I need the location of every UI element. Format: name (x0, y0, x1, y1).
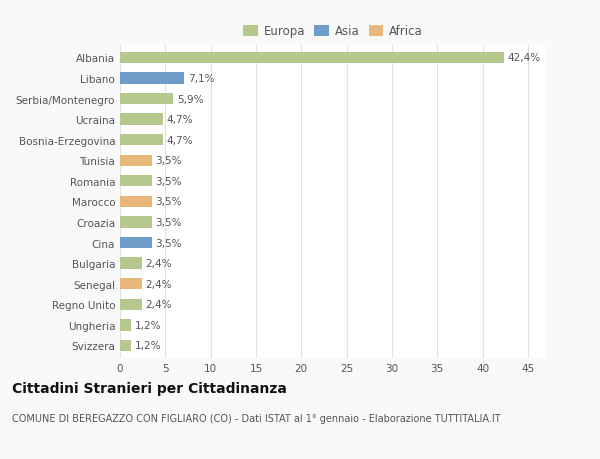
Text: 3,5%: 3,5% (155, 238, 182, 248)
Legend: Europa, Asia, Africa: Europa, Asia, Africa (239, 21, 427, 43)
Bar (120, 94, 173, 105)
Bar (120, 134, 163, 146)
Bar (120, 299, 142, 310)
Text: 3,5%: 3,5% (155, 156, 182, 166)
Bar (120, 176, 152, 187)
Text: 2,4%: 2,4% (145, 300, 172, 310)
Bar (120, 155, 152, 167)
Text: 1,2%: 1,2% (134, 341, 161, 351)
Text: 3,5%: 3,5% (155, 197, 182, 207)
Bar (120, 53, 505, 64)
Text: COMUNE DI BEREGAZZO CON FIGLIARO (CO) - Dati ISTAT al 1° gennaio - Elaborazione : COMUNE DI BEREGAZZO CON FIGLIARO (CO) - … (12, 413, 500, 423)
Text: 42,4%: 42,4% (508, 53, 541, 63)
Text: 2,4%: 2,4% (145, 258, 172, 269)
Text: 5,9%: 5,9% (177, 94, 203, 104)
Text: Cittadini Stranieri per Cittadinanza: Cittadini Stranieri per Cittadinanza (12, 381, 287, 395)
Bar (120, 217, 152, 228)
Bar (120, 319, 131, 331)
Text: 7,1%: 7,1% (188, 74, 214, 84)
Bar (120, 114, 163, 125)
Bar (120, 279, 142, 290)
Bar (120, 73, 184, 84)
Text: 4,7%: 4,7% (166, 135, 193, 146)
Bar (120, 237, 152, 249)
Bar (120, 258, 142, 269)
Bar (120, 340, 131, 351)
Text: 4,7%: 4,7% (166, 115, 193, 125)
Bar (120, 196, 152, 207)
Text: 1,2%: 1,2% (134, 320, 161, 330)
Text: 2,4%: 2,4% (145, 279, 172, 289)
Text: 3,5%: 3,5% (155, 218, 182, 228)
Text: 3,5%: 3,5% (155, 176, 182, 186)
